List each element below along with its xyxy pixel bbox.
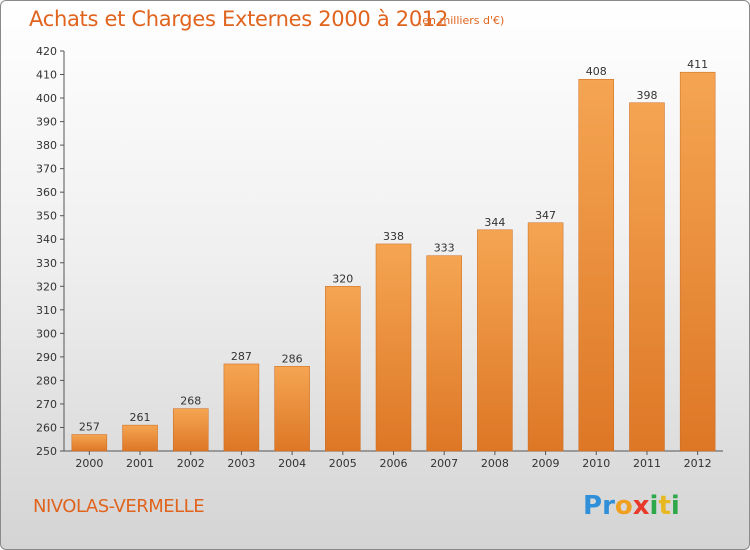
x-tick-label-2005: 2005 <box>329 457 357 470</box>
logo-letter: r <box>602 491 615 521</box>
y-tick-label: 420 <box>36 45 57 58</box>
data-label-2007: 333 <box>434 242 455 255</box>
y-tick-label: 360 <box>36 186 57 199</box>
x-tick-label-2012: 2012 <box>684 457 712 470</box>
chart-subtitle: (en milliers d'€) <box>418 14 505 27</box>
y-tick-label: 250 <box>36 445 57 458</box>
y-tick-label: 300 <box>36 327 57 340</box>
bar-2009 <box>527 222 564 452</box>
data-label-2000: 257 <box>79 421 100 434</box>
logo-letter: i <box>670 491 680 521</box>
bar-2001 <box>122 424 158 452</box>
logo-letter: i <box>649 491 659 521</box>
y-tick-label: 410 <box>36 69 57 82</box>
y-tick-label: 320 <box>36 280 57 293</box>
logo-letter: o <box>614 491 633 521</box>
y-tick-label: 280 <box>36 374 57 387</box>
bar-2007 <box>426 255 462 452</box>
bar-2003 <box>223 363 260 452</box>
x-tick-label-2009: 2009 <box>532 457 560 470</box>
bar-2004 <box>274 366 310 452</box>
y-tick-label: 270 <box>36 398 57 411</box>
chart-bars: 257 261 268 287 286 320 338 333 344 347 408 398 411 <box>71 58 716 452</box>
y-tick-label: 350 <box>36 210 57 223</box>
data-label-2003: 287 <box>231 350 252 363</box>
logo-letter: t <box>658 491 671 521</box>
x-tick-label-2003: 2003 <box>227 457 255 470</box>
bar-2008 <box>477 229 513 452</box>
data-label-2010: 408 <box>586 65 607 78</box>
y-tick-label: 260 <box>36 421 57 434</box>
logo-letter: x <box>632 491 650 521</box>
data-label-2011: 398 <box>636 89 657 102</box>
y-tick-label: 340 <box>36 233 57 246</box>
x-tick-label-2011: 2011 <box>633 457 661 470</box>
proxiti-logo[interactable]: Proxiti <box>583 491 680 521</box>
bar-2000 <box>71 434 108 452</box>
bar-2010 <box>578 78 615 452</box>
bar-2006 <box>375 243 412 452</box>
logo-letter: P <box>583 491 603 521</box>
bar-2011 <box>629 102 665 452</box>
data-label-2008: 344 <box>484 216 505 229</box>
data-label-2001: 261 <box>130 411 151 424</box>
chart-axes: 250 260 270 280 290 300 310 320 330 340 350 360 370 3… <box>36 45 723 470</box>
x-tick-label-2010: 2010 <box>582 457 610 470</box>
data-label-2004: 286 <box>282 352 303 365</box>
x-tick-label-2000: 2000 <box>75 457 103 470</box>
chart-title: Achats et Charges Externes 2000 à 2012 <box>29 7 449 31</box>
y-tick-label: 310 <box>36 304 57 317</box>
x-tick-label-2001: 2001 <box>126 457 154 470</box>
x-tick-label-2007: 2007 <box>430 457 458 470</box>
data-label-2006: 338 <box>383 230 404 243</box>
data-label-2005: 320 <box>332 272 353 285</box>
x-tick-label-2006: 2006 <box>380 457 408 470</box>
y-tick-label: 330 <box>36 257 57 270</box>
y-tick-label: 290 <box>36 351 57 364</box>
x-tick-label-2002: 2002 <box>177 457 205 470</box>
bar-2005 <box>325 286 361 452</box>
y-tick-label: 380 <box>36 139 57 152</box>
x-tick-label-2008: 2008 <box>481 457 509 470</box>
place-name: NIVOLAS-VERMELLE <box>33 496 205 517</box>
y-tick-label: 370 <box>36 163 57 176</box>
data-label-2012: 411 <box>687 58 708 71</box>
bar-2012 <box>679 71 716 452</box>
data-label-2002: 268 <box>180 395 201 408</box>
data-label-2009: 347 <box>535 209 556 222</box>
bar-2002 <box>172 408 209 452</box>
y-tick-label: 390 <box>36 116 57 129</box>
x-tick-label-2004: 2004 <box>278 457 306 470</box>
y-tick-label: 400 <box>36 92 57 105</box>
